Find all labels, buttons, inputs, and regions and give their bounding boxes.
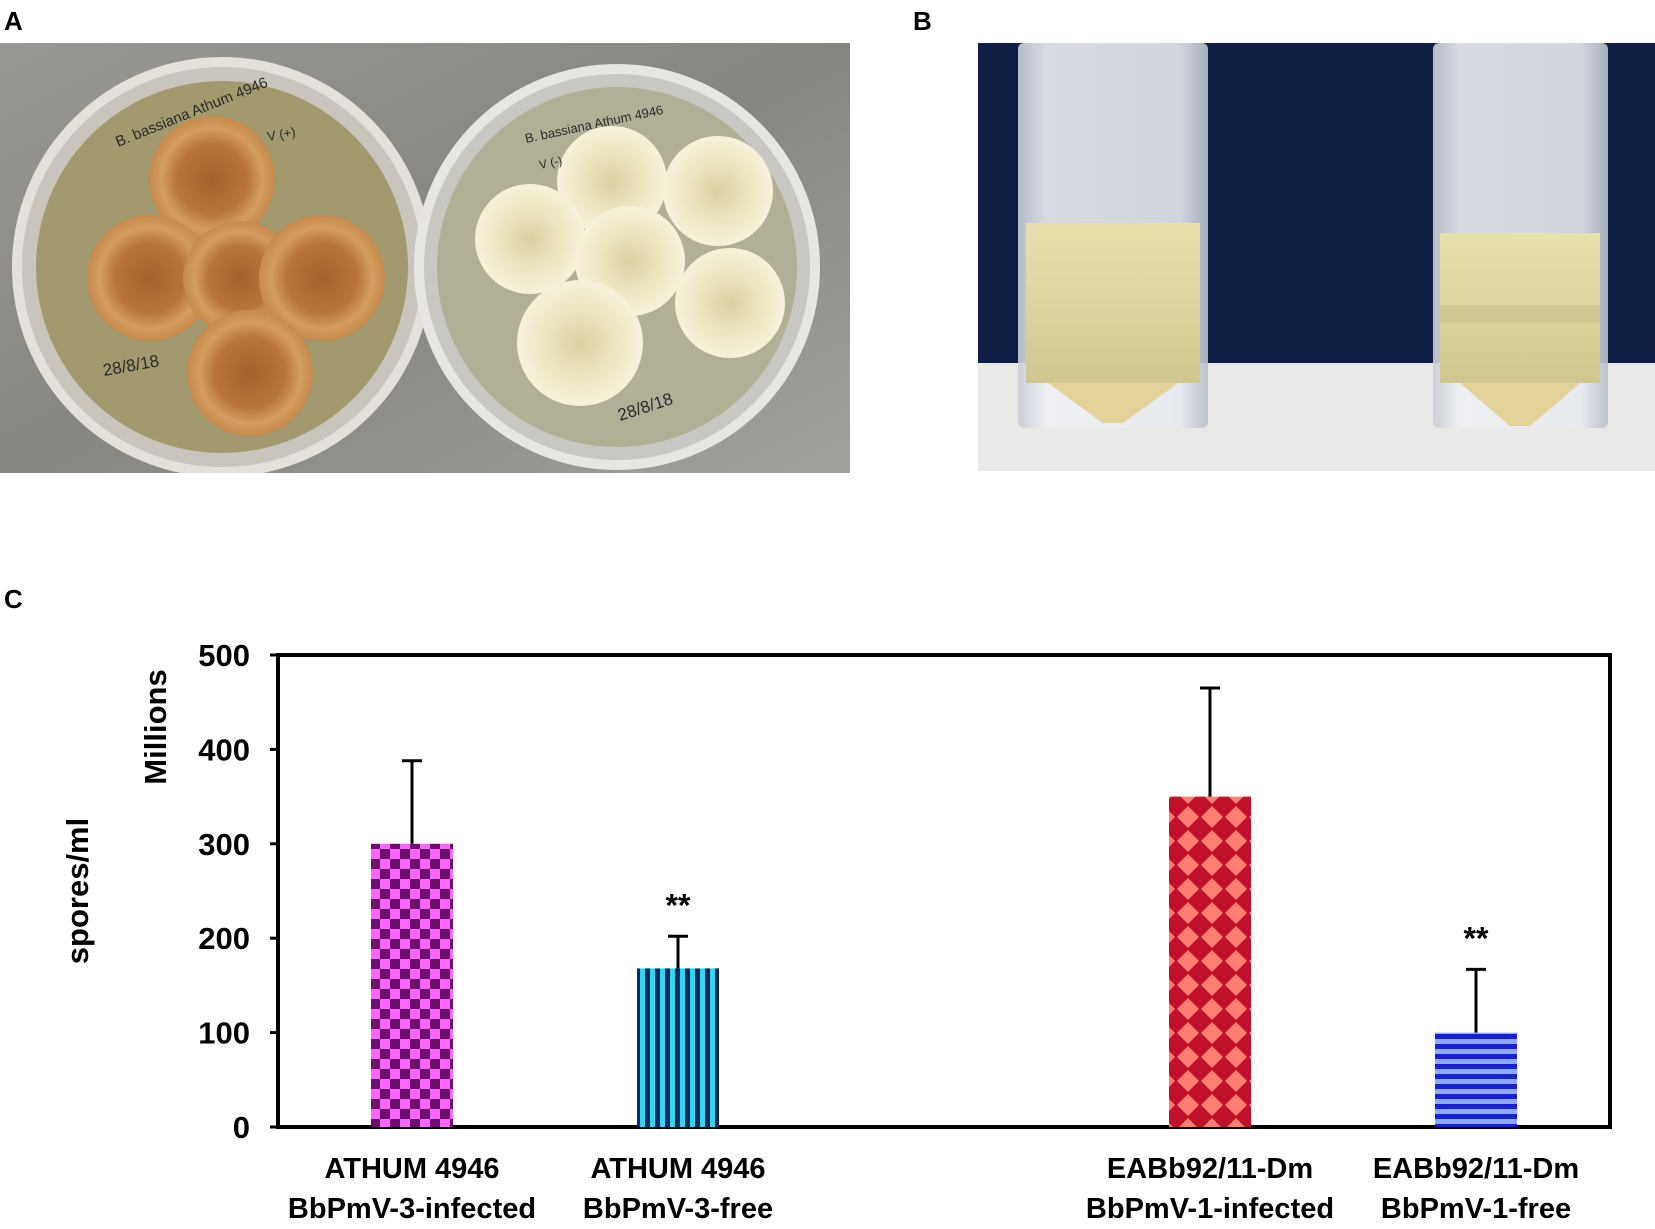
right-petri-dish: B. bassiana Athum 4946 V (-) 28/8/18 [414,64,820,470]
x-tick-label: ATHUM 4946 [324,1153,499,1185]
colony [475,184,585,294]
x-tick-label: BbPmV-1-free [1381,1193,1571,1225]
plate-label: V (+) [266,124,297,144]
y-axis-unit: Millions [138,669,173,784]
significance-marker: ** [666,887,691,923]
bar [371,843,453,1127]
bar [1435,1032,1517,1127]
panel-c-label: C [4,584,23,614]
spores-bar-chart: 0 100 200 300 400 500 spores/ml Millions ATHUM … [60,638,1612,1225]
bar [1169,796,1251,1127]
photo-petri-dishes: B. bassiana Athum 4946 V (+) 28/8/18 B. … [0,43,850,473]
significance-marker: ** [1464,920,1489,956]
y-tick-label: 200 [198,921,250,956]
y-axis-label: spores/ml [60,818,95,964]
photo-culture-tubes [978,43,1655,471]
x-tick-label: EABb92/11-Dm [1373,1153,1579,1185]
x-tick-label: BbPmV-1-infected [1086,1193,1334,1225]
colony [663,136,773,246]
x-tick-label: BbPmV-3-infected [288,1193,536,1225]
colony [87,215,213,341]
x-tick-label: BbPmV-3-free [583,1193,773,1225]
bar [637,968,719,1127]
y-tick-label: 500 [198,638,250,673]
colony [675,248,785,358]
y-tick-label: 0 [233,1110,250,1145]
colony [517,280,643,406]
left-petri-dish: B. bassiana Athum 4946 V (+) 28/8/18 [12,57,432,473]
colony [259,215,385,341]
panel-b-label: B [913,6,932,36]
colony [187,310,313,436]
y-tick-label: 100 [198,1016,250,1051]
left-tube [1018,43,1208,428]
x-tick-label: EABb92/11-Dm [1107,1153,1313,1185]
plot-frame [276,653,1612,1129]
x-tick-label: ATHUM 4946 [590,1153,765,1185]
colony [149,116,275,242]
panel-a-label: A [4,6,23,36]
y-tick-label: 300 [198,827,250,862]
right-tube [1433,43,1608,428]
plate-label: V (-) [538,153,564,172]
y-tick-label: 400 [198,732,250,767]
